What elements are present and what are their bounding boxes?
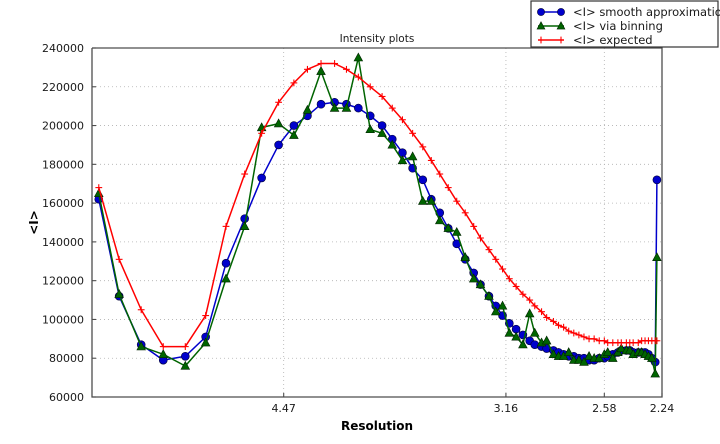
data-point-marker	[114, 289, 124, 298]
ytick-label: 100000	[42, 313, 84, 326]
data-point-marker	[504, 327, 515, 337]
axis-frame	[91, 47, 663, 398]
data-point-marker	[354, 103, 363, 113]
data-point-marker	[548, 349, 559, 358]
data-point-marker	[608, 352, 618, 362]
ytick-label: 240000	[42, 42, 84, 55]
data-point-marker	[377, 128, 387, 137]
data-point-marker	[443, 223, 454, 232]
data-point-marker	[274, 140, 283, 150]
data-point-marker	[563, 347, 574, 357]
data-point-marker	[158, 349, 169, 358]
data-point-marker	[497, 300, 508, 310]
legend-label-2: <I> expected	[573, 33, 653, 47]
ytick-label: 160000	[42, 197, 84, 210]
data-point-marker	[239, 221, 250, 230]
data-point-marker	[181, 351, 190, 361]
data-point-marker	[257, 173, 266, 183]
data-point-marker	[221, 258, 231, 268]
data-point-marker	[434, 215, 445, 225]
data-point-marker	[200, 337, 211, 347]
xtick-label: 2.58	[592, 402, 617, 415]
chart-title: Intensity plots	[340, 33, 415, 45]
ytick-label: 200000	[42, 120, 84, 133]
data-point-marker	[451, 226, 462, 236]
data-point-marker	[529, 327, 540, 337]
data-point-marker	[426, 195, 437, 205]
legend-marker-0[interactable]	[537, 8, 545, 16]
data-point-marker	[652, 252, 662, 262]
ytick-label: 60000	[49, 391, 84, 404]
data-point-marker	[407, 151, 418, 161]
ytick-label: 120000	[42, 275, 84, 288]
data-point-marker	[387, 139, 398, 149]
data-point-marker	[365, 124, 375, 134]
x-axis-title: Resolution	[341, 419, 413, 433]
data-point-marker	[418, 195, 428, 205]
plot-area-background	[92, 48, 662, 397]
data-point-marker	[136, 341, 146, 351]
data-point-marker	[652, 175, 662, 185]
data-point-marker	[221, 273, 231, 283]
data-point-marker	[180, 360, 191, 370]
data-point-marker	[579, 356, 589, 366]
data-point-marker	[518, 339, 528, 349]
data-point-marker	[468, 273, 479, 283]
ytick-label: 180000	[42, 158, 84, 171]
data-point-marker	[289, 121, 299, 130]
data-point-marker	[316, 99, 326, 109]
data-point-marker	[602, 347, 613, 357]
legend-label-1: <I> via binning	[573, 19, 663, 33]
data-point-marker	[397, 155, 408, 165]
data-point-marker	[484, 290, 494, 300]
data-point-marker	[574, 354, 584, 364]
data-point-marker	[524, 308, 535, 318]
ytick-label: 140000	[42, 236, 84, 249]
data-point-marker	[316, 66, 326, 75]
ytick-label: 220000	[42, 81, 84, 94]
legend-marker-0[interactable]	[557, 8, 565, 16]
data-point-marker	[341, 102, 352, 112]
data-point-marker	[460, 252, 470, 262]
y-axis-title: <I>	[27, 210, 41, 235]
legend-marker-1[interactable]	[536, 21, 546, 30]
xtick-label: 3.16	[494, 402, 519, 415]
data-point-marker	[289, 130, 299, 139]
data-point-marker	[511, 331, 521, 341]
ytick-label: 80000	[49, 352, 84, 365]
legend-marker-1[interactable]	[556, 21, 566, 30]
data-point-marker	[584, 351, 594, 360]
data-point-marker	[541, 335, 552, 345]
legend-label-0: <I> smooth approximation	[573, 5, 720, 19]
data-point-marker	[475, 279, 486, 289]
data-point-marker	[650, 368, 660, 378]
data-point-marker	[273, 118, 284, 128]
xtick-label: 2.24	[650, 402, 675, 415]
data-point-marker	[302, 104, 313, 114]
data-point-marker	[647, 352, 657, 362]
data-point-marker	[353, 52, 364, 62]
data-point-marker	[418, 175, 428, 185]
xtick-label: 4.47	[271, 402, 296, 415]
data-point-marker	[490, 306, 501, 316]
data-point-marker	[616, 343, 627, 353]
data-point-marker	[329, 102, 340, 112]
